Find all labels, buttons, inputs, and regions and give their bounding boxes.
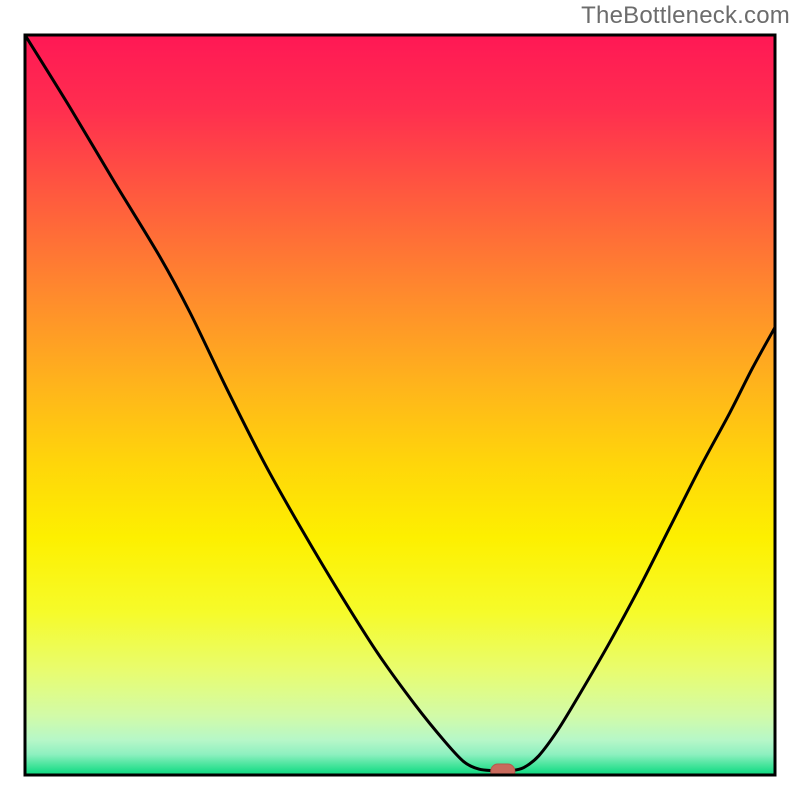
chart-container: { "watermark": { "text": "TheBottleneck.… [0, 0, 800, 800]
watermark-text: TheBottleneck.com [581, 2, 790, 30]
plot-background [25, 35, 775, 775]
optimal-marker [491, 764, 515, 780]
bottleneck-chart [0, 0, 800, 800]
